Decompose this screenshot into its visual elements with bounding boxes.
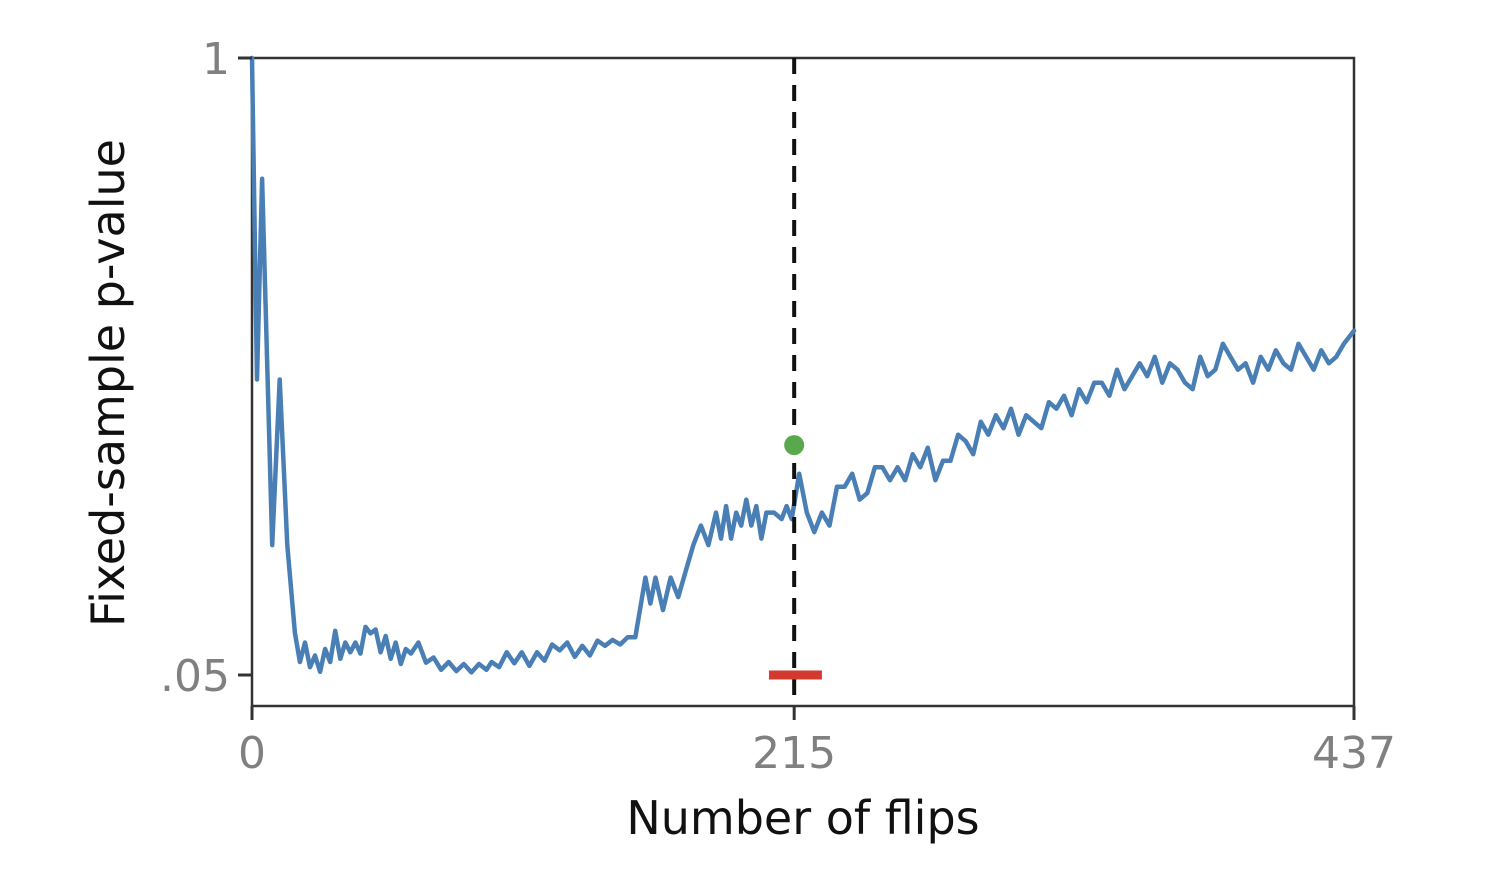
x-tick-label-2: 437 bbox=[1312, 728, 1396, 779]
plot-area: 0 215 437 1 .05 bbox=[160, 34, 1396, 779]
x-tick-label-0: 0 bbox=[238, 728, 266, 779]
x-tick-label-1: 215 bbox=[752, 728, 836, 779]
marker-point bbox=[784, 435, 805, 456]
y-axis-title: Fixed-sample p-value bbox=[81, 139, 135, 627]
y-tick-label-1: .05 bbox=[160, 651, 230, 702]
y-tick-label-0: 1 bbox=[202, 34, 230, 85]
plot-frame bbox=[250, 56, 1356, 708]
x-axis-title: Number of flips bbox=[626, 791, 979, 845]
series-line-0 bbox=[249, 55, 1357, 675]
